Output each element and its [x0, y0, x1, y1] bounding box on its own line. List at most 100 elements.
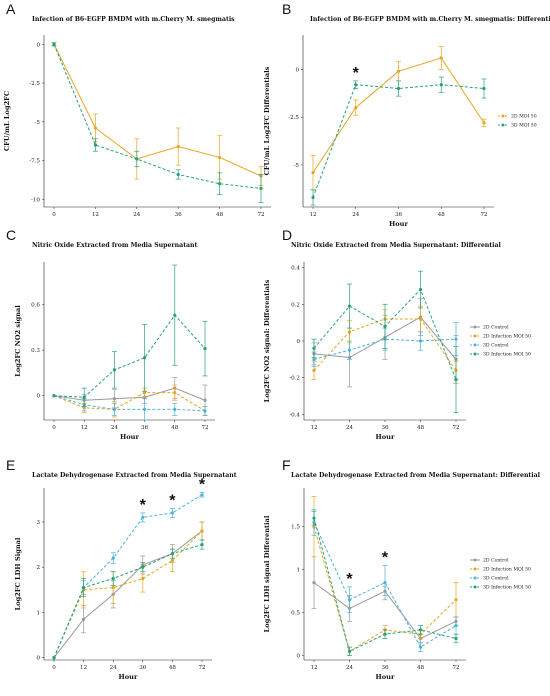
panel-a: A Infection of B6-EGFP BMDM with m.Cherry… — [3, 1, 271, 218]
significance-star: * — [169, 492, 176, 509]
series-line — [53, 44, 262, 177]
legend-label: 3D Infection MOI 50 — [483, 352, 531, 358]
data-point — [418, 317, 423, 321]
legend-swatch-marker — [473, 352, 477, 356]
x-axis-label: Hour — [119, 673, 138, 681]
x-axis-label: Hour — [120, 433, 139, 441]
legend-swatch-marker — [473, 567, 477, 571]
y-axis-label: CFU/mL Log2FC Differentials — [263, 66, 271, 175]
legend-item: 2D Infection MOI 50 — [470, 567, 531, 573]
x-tick-label: 0 — [52, 212, 56, 218]
legend-item: 2D Control — [470, 558, 509, 564]
y-tick-label: 3 — [36, 520, 40, 526]
legend-label: 2D Infection MOI 50 — [483, 567, 531, 573]
x-tick-label: 36 — [139, 665, 147, 671]
data-point — [454, 598, 458, 602]
data-point — [312, 516, 316, 520]
x-axis-label: Hour — [376, 433, 395, 441]
legend-label: 2D MOI 50 — [511, 114, 537, 120]
y-tick-label: 0 — [296, 654, 300, 660]
significance-star: * — [199, 477, 206, 494]
x-tick-label: 48 — [417, 425, 425, 431]
data-point — [112, 397, 116, 401]
series-line — [312, 84, 485, 198]
series-2d-moi-50 — [51, 42, 264, 186]
data-point — [482, 121, 486, 125]
chart-title: Nitric Oxide Extracted from Media Supern… — [32, 242, 198, 249]
x-tick-label: 12 — [92, 212, 100, 218]
series-line — [53, 392, 206, 412]
y-tick-label: -2.5 — [29, 81, 40, 87]
x-tick-label: 48 — [216, 212, 224, 218]
x-tick-label: 72 — [201, 425, 209, 431]
data-point — [347, 304, 352, 308]
data-point — [173, 391, 177, 395]
data-point — [141, 515, 145, 520]
series-2d-control — [52, 521, 205, 660]
data-point — [176, 144, 180, 149]
data-point — [173, 313, 177, 317]
series-2d-infection-moi-50 — [52, 521, 205, 660]
significance-star: * — [346, 571, 353, 588]
data-point — [312, 357, 316, 361]
legend-swatch-marker — [473, 585, 477, 589]
y-tick-label: 0.4 — [291, 266, 300, 272]
data-point — [259, 186, 263, 191]
x-tick-label: 12 — [309, 212, 317, 218]
y-axis-label: Log2FC NO2 signal: Differentials — [263, 279, 271, 402]
data-point — [111, 576, 115, 581]
y-tick-label: -5 — [294, 163, 300, 169]
data-point — [176, 172, 180, 177]
series-3d-moi-50 — [51, 42, 264, 203]
data-point — [312, 368, 316, 372]
data-point — [111, 585, 115, 590]
chart-title: Lactate Dehydrogenase Extracted from Med… — [291, 472, 541, 479]
x-tick-label: 36 — [141, 425, 149, 431]
y-tick-label: 0 — [296, 339, 300, 345]
x-tick-label: 48 — [169, 665, 177, 671]
data-point — [354, 83, 358, 87]
y-tick-label: 1 — [36, 610, 40, 616]
y-tick-label: 0.2 — [291, 302, 300, 308]
data-point — [203, 346, 207, 351]
series-line — [53, 530, 203, 658]
data-point — [347, 649, 352, 654]
x-tick-label: 72 — [452, 665, 460, 671]
x-tick-label: 36 — [381, 425, 389, 431]
y-tick-label: -10 — [31, 197, 40, 203]
data-point — [200, 542, 204, 547]
data-point — [170, 552, 174, 556]
data-point — [439, 56, 443, 60]
data-point — [82, 395, 86, 399]
data-point — [396, 69, 401, 73]
data-point — [93, 126, 97, 130]
legend-label: 3D Infection MOI 50 — [483, 585, 531, 591]
data-point — [347, 348, 352, 352]
data-point — [354, 106, 358, 110]
data-point — [203, 409, 207, 413]
data-point — [418, 628, 423, 632]
x-axis-label: Hour — [389, 220, 408, 228]
chart-title: Infection of B6-EGFP BMDM with m.Cherry … — [310, 16, 550, 23]
data-point — [52, 42, 56, 46]
x-tick-label: 0 — [52, 425, 56, 431]
y-tick-label: -7.5 — [29, 159, 40, 165]
data-point — [173, 407, 177, 411]
y-tick-label: 0 — [36, 656, 40, 662]
y-tick-label: 0.3 — [31, 348, 40, 354]
y-axis-label: Log2FC NO2 signal — [14, 305, 22, 377]
legend-swatch-marker — [473, 325, 477, 329]
data-point — [482, 86, 486, 91]
panel-letter: F — [282, 457, 291, 473]
data-point — [311, 195, 315, 200]
x-tick-label: 12 — [80, 665, 88, 671]
x-tick-label: 24 — [111, 425, 119, 431]
y-axis-label: CFU/mL Log2FC — [3, 91, 11, 151]
x-tick-label: 48 — [171, 425, 179, 431]
y-tick-label: 0.5 — [291, 611, 300, 617]
data-point — [170, 511, 174, 515]
x-tick-label: 12 — [310, 425, 318, 431]
significance-star: * — [382, 549, 389, 566]
